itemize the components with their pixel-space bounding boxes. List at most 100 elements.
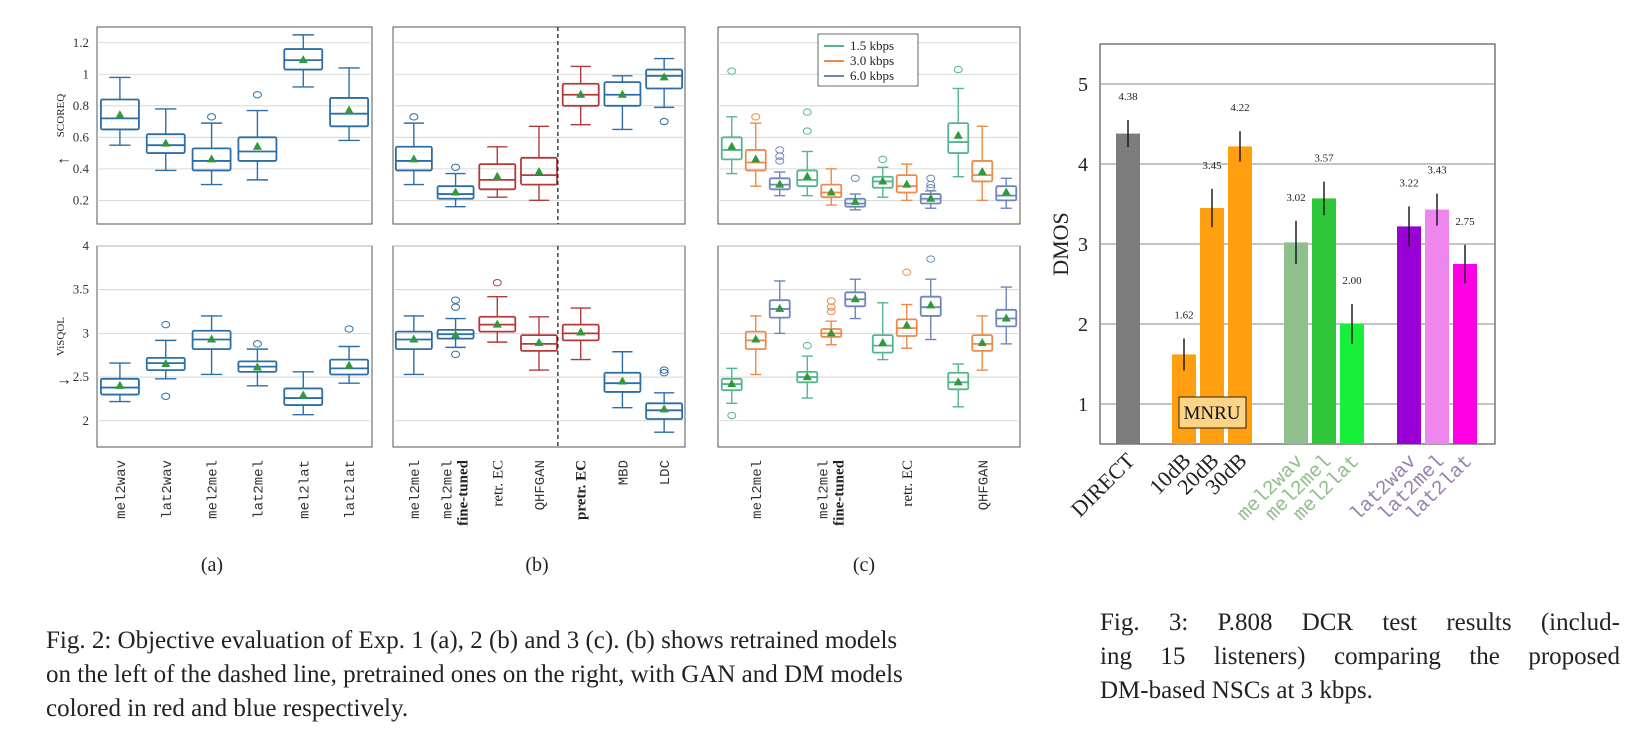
box-iqr bbox=[720, 136, 743, 161]
box-plot bbox=[995, 286, 1018, 345]
mean-marker bbox=[207, 154, 217, 163]
outlier-point bbox=[826, 307, 836, 316]
x-tick-label: mel2mel bbox=[206, 460, 222, 519]
outlier-point bbox=[826, 303, 836, 311]
legend-label: 1.5 kbps bbox=[850, 38, 894, 53]
box-iqr bbox=[100, 98, 140, 131]
mean-marker bbox=[878, 338, 888, 347]
plot-frame bbox=[717, 245, 1021, 448]
box-plot bbox=[478, 279, 517, 343]
box-iqr bbox=[237, 136, 278, 162]
x-tick-label: mel2lat bbox=[297, 460, 313, 519]
panel-c-visqol bbox=[717, 245, 1021, 448]
y-tick-label: 1 bbox=[1078, 394, 1088, 416]
y-tick-label: 4 bbox=[1078, 154, 1088, 176]
bar-value-label: 4.38 bbox=[1118, 91, 1138, 103]
mean-marker bbox=[826, 328, 836, 337]
box-plot bbox=[100, 76, 140, 146]
mean-marker bbox=[252, 141, 262, 150]
y-tick-label: 2 bbox=[83, 413, 90, 428]
mean-marker bbox=[344, 360, 354, 369]
mean-marker bbox=[576, 327, 586, 336]
mean-marker bbox=[977, 166, 987, 175]
box-plot bbox=[329, 67, 369, 142]
box-iqr bbox=[820, 183, 843, 199]
box-plot bbox=[561, 65, 600, 126]
bar-value-label: 2.00 bbox=[1342, 275, 1362, 287]
box-plot bbox=[744, 113, 767, 187]
x-tick-label: retr. EC bbox=[900, 460, 916, 507]
box-plot bbox=[844, 278, 867, 320]
box-iqr bbox=[191, 147, 232, 172]
x-tick-label: mel2mel bbox=[408, 460, 424, 519]
mean-marker bbox=[1001, 187, 1011, 196]
outlier-point bbox=[161, 320, 171, 329]
mean-marker bbox=[161, 138, 171, 147]
box-plot bbox=[145, 108, 186, 172]
legend-label: 3.0 kbps bbox=[850, 53, 894, 68]
y-tick-label: 0.6 bbox=[73, 129, 90, 144]
box-iqr bbox=[947, 122, 970, 154]
fig3-caption-line-1: Fig. 3: P.808 DCR test results (includ- bbox=[1100, 609, 1620, 636]
box-plot bbox=[744, 315, 767, 376]
outlier-point bbox=[451, 163, 461, 171]
box-plot bbox=[720, 367, 743, 420]
box-iqr bbox=[947, 371, 970, 391]
mean-marker bbox=[576, 89, 586, 98]
mean-marker bbox=[727, 141, 737, 150]
bar-direct bbox=[1116, 133, 1140, 444]
panel-a-scoreq: 0.2 0.4 0.6 0.8 1 1.2 SCOREQ ← bbox=[55, 26, 373, 225]
box-plot bbox=[895, 163, 918, 202]
box-iqr bbox=[436, 185, 475, 200]
bar-value-label: 3.02 bbox=[1286, 192, 1305, 204]
mean-marker bbox=[1001, 313, 1011, 322]
panel-sub-label: (b) bbox=[525, 554, 548, 576]
mean-marker bbox=[115, 380, 125, 389]
mean-marker bbox=[451, 330, 461, 339]
outlier-point bbox=[850, 174, 860, 182]
bar-lat2lat bbox=[1453, 264, 1477, 444]
x-tick-label-line2: fine-tuned bbox=[831, 459, 847, 525]
box-plot bbox=[100, 362, 140, 403]
box-plot bbox=[145, 320, 186, 401]
box-plot bbox=[520, 125, 558, 202]
box-plot bbox=[191, 113, 232, 186]
mean-marker bbox=[492, 171, 502, 180]
outlier-point bbox=[926, 255, 936, 263]
box-plot bbox=[947, 65, 970, 178]
outlier-point bbox=[207, 113, 217, 121]
outlier-point bbox=[451, 350, 461, 359]
mnru-annotation-label: MNRU bbox=[1183, 403, 1240, 424]
mean-marker bbox=[534, 338, 544, 347]
bar-mel2wav bbox=[1284, 242, 1308, 444]
mean-marker bbox=[409, 334, 419, 343]
mean-marker bbox=[751, 154, 761, 163]
panel-b-visqol bbox=[392, 245, 686, 448]
x-tick-label: MBD bbox=[616, 460, 632, 485]
x-tick-label: lat2lat bbox=[343, 460, 359, 519]
x-tick-label: LDC bbox=[658, 460, 674, 485]
box-plot bbox=[436, 296, 475, 359]
bar-value-label: 4.22 bbox=[1230, 102, 1249, 114]
fig3-caption-line-2: ing 15 listeners) comparing the proposed bbox=[1100, 643, 1620, 670]
axis-direction-arrow: ← bbox=[56, 151, 72, 168]
x-tick-label: pretr. EC bbox=[574, 460, 590, 520]
y-tick-label: 0.8 bbox=[73, 98, 89, 113]
mean-marker bbox=[298, 55, 308, 64]
mean-marker bbox=[617, 89, 627, 98]
x-tick-label: lat2wav bbox=[160, 460, 176, 519]
bar-30db bbox=[1228, 146, 1252, 444]
mean-marker bbox=[617, 376, 627, 385]
outlier-point bbox=[659, 366, 669, 374]
box-iqr bbox=[895, 174, 918, 194]
mean-marker bbox=[953, 377, 963, 386]
outlier-point bbox=[344, 325, 354, 333]
x-tick-label: lat2mel bbox=[251, 460, 267, 519]
box-plot bbox=[478, 146, 517, 198]
mean-marker bbox=[850, 294, 860, 303]
box-plot bbox=[768, 280, 791, 335]
outlier-point bbox=[775, 157, 785, 165]
bar-value-label: 3.45 bbox=[1202, 160, 1222, 172]
